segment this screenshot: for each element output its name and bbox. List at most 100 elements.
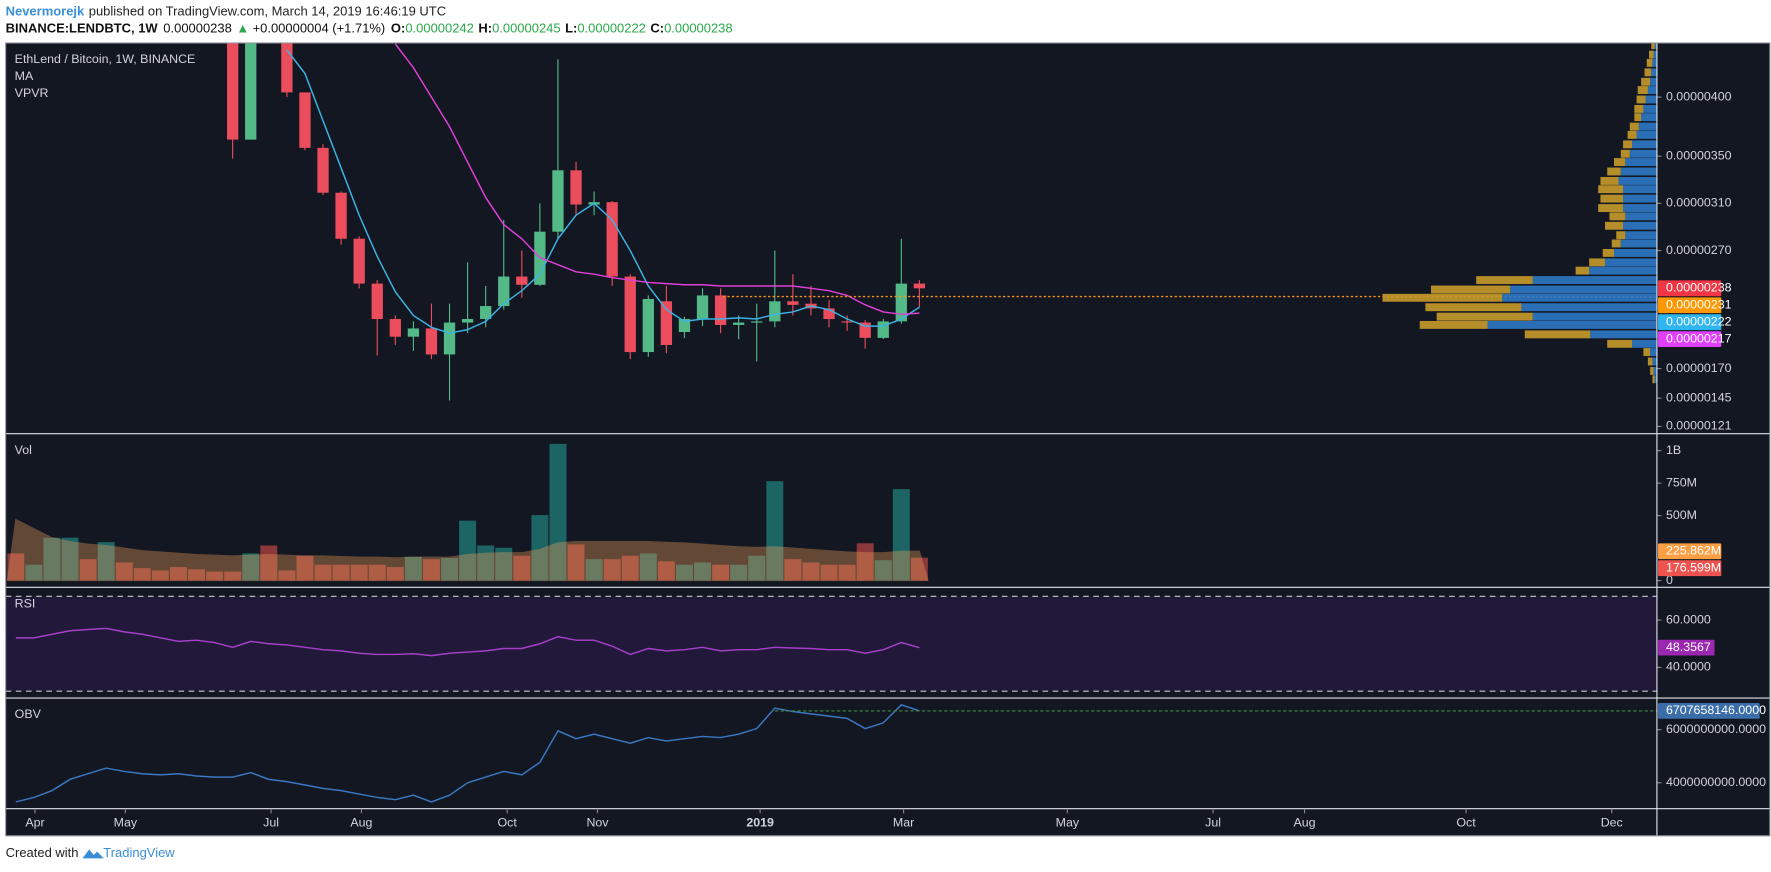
vpvr-bar [1618, 176, 1657, 185]
price-label: 176.599M [1666, 560, 1721, 574]
volume-bar [657, 561, 675, 581]
vpvr-bar [1502, 293, 1657, 302]
vpvr-bar [1647, 86, 1657, 94]
volume-bar [332, 564, 350, 581]
candle-body [642, 298, 654, 353]
volume-bar [694, 562, 711, 581]
volume-bar [115, 562, 133, 581]
volume-bar [350, 564, 368, 581]
candle-body [299, 92, 311, 148]
candle-body [877, 321, 889, 338]
vpvr-bar [1625, 231, 1657, 240]
price-label-box [1658, 280, 1722, 297]
x-tick-label: May [1056, 816, 1080, 830]
candle-body [389, 319, 401, 337]
candle-body [227, 42, 239, 140]
volume-bar [838, 564, 856, 581]
price-label-box [1658, 560, 1722, 577]
vpvr-bar [1590, 330, 1657, 339]
vpvr-bar [1611, 239, 1621, 248]
candle-body [624, 276, 636, 353]
volume-bar [784, 559, 802, 581]
candle-body [714, 295, 727, 325]
volume-bar [730, 564, 748, 581]
vpvr-bar [1641, 113, 1657, 122]
vpvr-bar [1425, 303, 1522, 312]
vpvr-bar [1647, 357, 1653, 366]
pane-2 [5, 595, 1657, 692]
vpvr-bar [1632, 339, 1657, 348]
vpvr-bar [1607, 339, 1633, 348]
vpvr-bar [1616, 231, 1626, 240]
price-label-box [1658, 639, 1715, 656]
candle-body [552, 170, 564, 232]
volume-bar [441, 557, 458, 581]
x-tick-label: Aug [1293, 816, 1315, 830]
x-tick-label: 2019 [746, 816, 774, 830]
candle-body [335, 192, 347, 239]
volume-bar [766, 481, 784, 581]
vpvr-bar [1650, 348, 1657, 357]
price-label-box [1658, 702, 1760, 719]
vpvr-bar [1436, 312, 1533, 321]
volume-bar [224, 571, 242, 581]
volume-bar [260, 545, 278, 581]
open-label: O: [391, 21, 405, 36]
vpvr-bar [1643, 348, 1651, 357]
volume-bar [567, 544, 585, 581]
vpvr-bar [1620, 239, 1657, 248]
vpvr-bar [1620, 167, 1657, 176]
vpvr-bar [1643, 104, 1657, 113]
candle-body [371, 283, 383, 320]
candle-body [769, 301, 781, 322]
indicator-line [15, 703, 920, 803]
y-tick-label: 4000000000.0000 [1666, 775, 1766, 789]
ma-line [286, 49, 920, 334]
vpvr-bar [1604, 221, 1624, 230]
vpvr-bar [1609, 212, 1626, 221]
vpvr-bar [1521, 303, 1657, 312]
candle-body [407, 328, 420, 337]
y-tick-label: 0.00000170 [1666, 361, 1732, 375]
change: +0.00000004 (+1.71%) [253, 21, 386, 36]
volume-bar [639, 553, 657, 581]
vpvr-bar [1623, 185, 1657, 194]
ma-line [394, 43, 920, 316]
volume-bar [892, 489, 910, 581]
candle-body [570, 170, 582, 205]
y-tick-label: 1B [1666, 443, 1681, 457]
vpvr-bar [1625, 158, 1657, 166]
candle-body [606, 202, 618, 277]
x-tick-label: Apr [25, 816, 44, 830]
rsi-band [5, 596, 1657, 692]
volume-bar [820, 564, 838, 581]
volume-bar [748, 555, 766, 581]
vpvr-bar [1607, 167, 1621, 176]
volume-bar [151, 570, 169, 581]
volume-bar [802, 562, 820, 581]
candle-body [461, 319, 474, 323]
vpvr-bar [1651, 68, 1657, 77]
candle-body [480, 306, 492, 320]
y-tick-label: 0.00000270 [1666, 243, 1732, 257]
vpvr-bar [1652, 375, 1655, 384]
vpvr-bar [1600, 176, 1619, 185]
volume-bar [495, 547, 513, 581]
vpvr-bar [1623, 221, 1657, 230]
volume-bar [242, 553, 260, 581]
pane-title: Vol [15, 443, 32, 457]
candle-body [281, 42, 293, 93]
x-tick-label: Oct [1456, 816, 1476, 830]
vpvr-bar [1649, 50, 1654, 59]
volume-bar [910, 557, 928, 581]
y-tick-label: 0.00000400 [1666, 89, 1732, 103]
candle-body [733, 322, 745, 325]
vpvr-bar [1646, 58, 1653, 67]
indicator-name: MA [15, 69, 34, 83]
vpvr-bar [1650, 77, 1657, 86]
low-label: L: [565, 21, 577, 36]
chart-border [5, 42, 1771, 837]
vpvr-bar [1629, 149, 1657, 158]
candle-body [895, 283, 907, 322]
